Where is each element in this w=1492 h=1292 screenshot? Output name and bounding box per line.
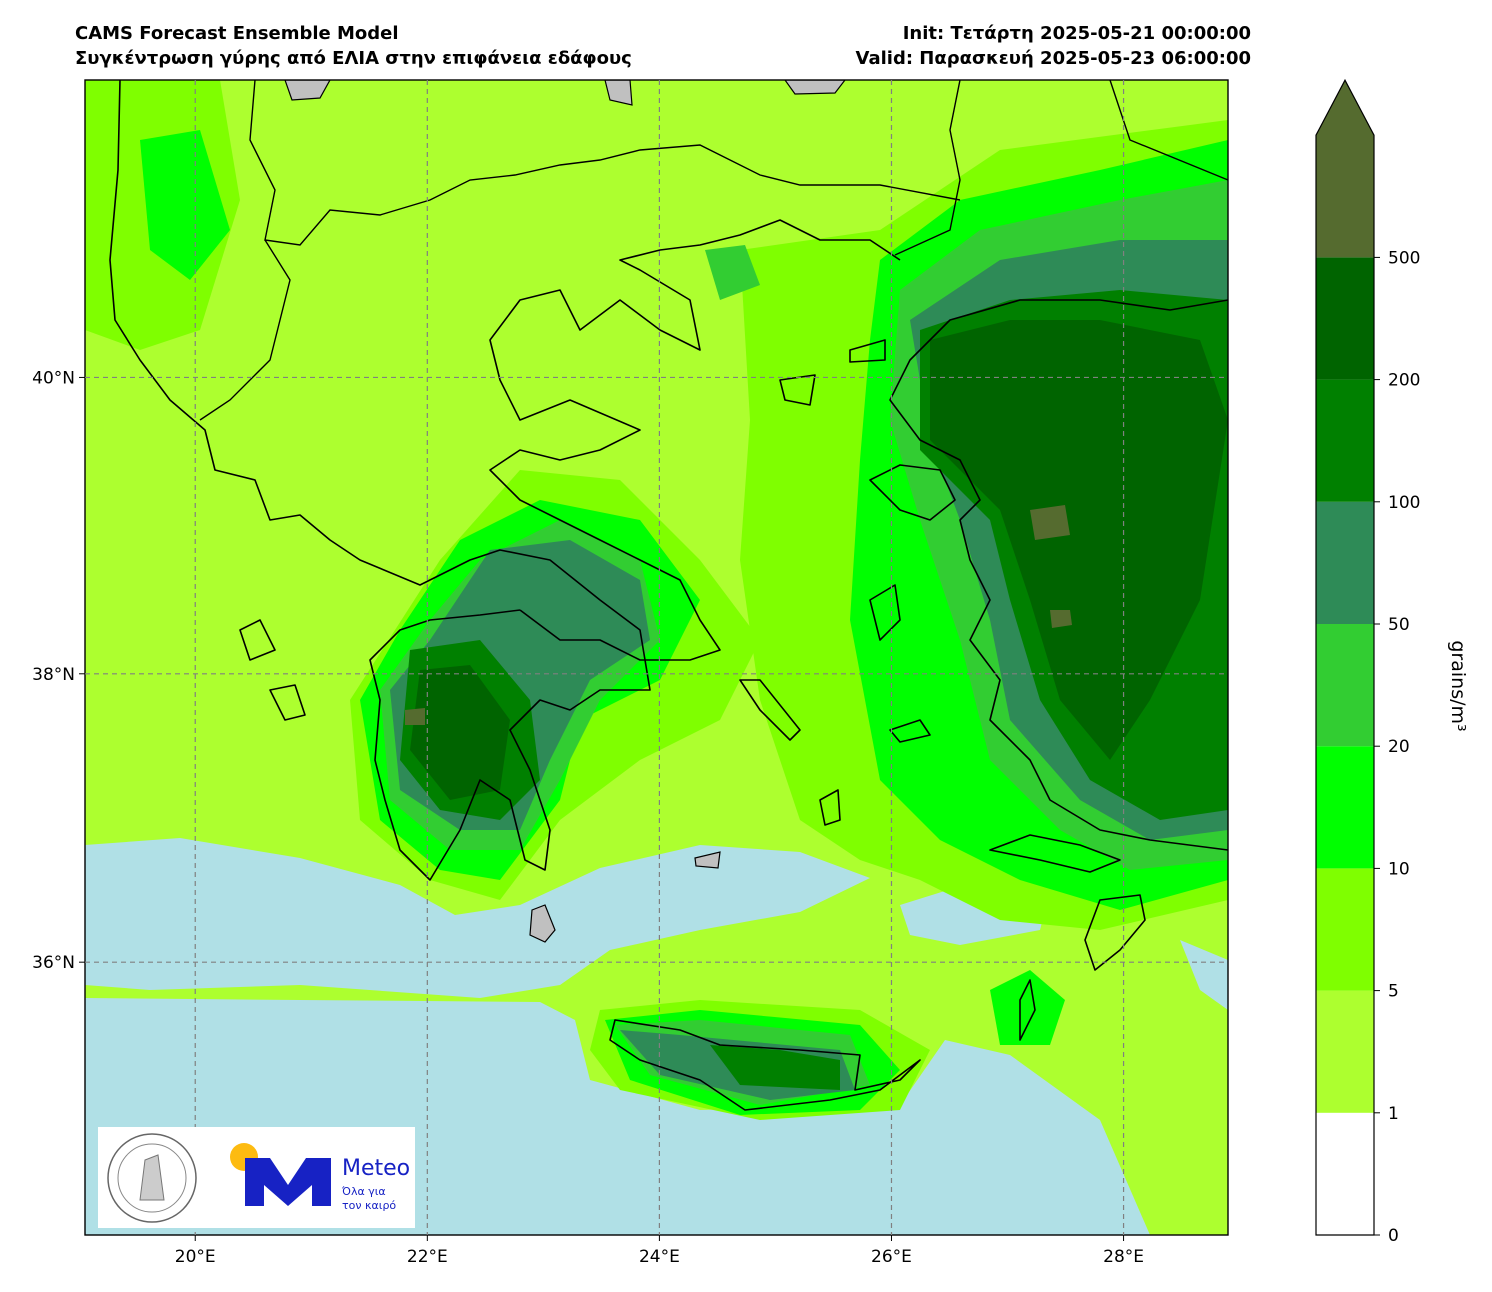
- field-200: [410, 665, 510, 800]
- x-tick-label: 22°E: [407, 1247, 448, 1267]
- colorbar-tick-label: 1: [1388, 1104, 1399, 1124]
- coastline: [609, 1019, 921, 1111]
- colorbar-band: [1316, 746, 1374, 869]
- coastline: [239, 619, 276, 661]
- coastline: [869, 464, 956, 521]
- meteo-m-icon: [245, 1158, 331, 1206]
- colorbar-outline: [1315, 78, 1375, 1236]
- colorbar-label: grains/m³: [1447, 640, 1469, 731]
- x-tick-label: 26°E: [871, 1247, 912, 1267]
- border: [894, 80, 961, 256]
- y-tick-label: 40°N: [32, 368, 75, 388]
- colorbar-band: [1316, 990, 1374, 1113]
- graticule: [79, 80, 1228, 1241]
- observatory-seal-inner: [117, 1143, 187, 1213]
- coastline: [1084, 894, 1146, 971]
- coastline: [489, 219, 901, 661]
- border: [249, 80, 961, 246]
- logo-slogan: τον καιρό: [342, 1199, 396, 1212]
- map-area: [85, 80, 1228, 1235]
- coastline: [1019, 979, 1036, 1041]
- coastline: [819, 789, 841, 826]
- coastline: [109, 80, 651, 881]
- masked-land: [784, 80, 846, 95]
- logo-slogan: Όλα για: [341, 1185, 386, 1198]
- masked-land: [284, 80, 331, 101]
- colorbar-tick-label: 200: [1388, 371, 1420, 391]
- masked-land: [694, 851, 721, 869]
- colorbar: 0 1 5 10 20 50 100 200 500: [1315, 78, 1420, 1246]
- field-10: [990, 970, 1065, 1045]
- coastline: [739, 679, 801, 741]
- x-tick-label: 24°E: [639, 1247, 680, 1267]
- title-right-1: Init: Τετάρτη 2025-05-21 00:00:00: [903, 23, 1251, 44]
- border: [199, 239, 291, 421]
- field-500: [1030, 505, 1070, 540]
- colorbar-band: [1316, 257, 1374, 380]
- masked-land: [604, 80, 633, 106]
- coastline: [869, 584, 901, 641]
- field-10: [140, 130, 230, 280]
- colorbar-tick-label: 20: [1388, 737, 1410, 757]
- colorbar-tick-label: 5: [1388, 982, 1399, 1002]
- colorbar-band: [1316, 501, 1374, 624]
- colorbar-extension: [1316, 80, 1374, 258]
- field-200: [930, 320, 1228, 760]
- coastline: [779, 374, 816, 406]
- field-500: [405, 708, 425, 725]
- colorbar-tick-label: 500: [1388, 248, 1420, 268]
- logo-brand: Meteo: [342, 1156, 410, 1181]
- field-20: [705, 245, 760, 300]
- masked-land: [529, 904, 556, 943]
- x-tick-label: 20°E: [175, 1247, 216, 1267]
- sea: [85, 838, 870, 998]
- seal-figure: [139, 1154, 165, 1201]
- map-frame: [84, 79, 1229, 1236]
- colorbar-tick-label: 50: [1388, 615, 1410, 635]
- coastline: [269, 684, 306, 721]
- y-tick-label: 36°N: [32, 953, 75, 973]
- y-tick-label: 38°N: [32, 665, 75, 685]
- colorbar-tick-label: 100: [1388, 493, 1420, 513]
- coastline: [849, 339, 886, 363]
- logo-box: Meteo Όλα για τον καιρό: [98, 1127, 415, 1228]
- x-tick-label: 28°E: [1103, 1247, 1144, 1267]
- colorbar-tick-label: 10: [1388, 859, 1410, 879]
- sea: [1180, 940, 1228, 1010]
- field-100: [710, 1045, 840, 1090]
- coastline: [889, 719, 931, 743]
- title-left-2: Συγκέντρωση γύρης από ΕΛΙΑ στην επιφάνει…: [75, 48, 632, 69]
- colorbar-band: [1316, 624, 1374, 747]
- colorbar-band: [1316, 1112, 1374, 1235]
- observatory-seal: [107, 1133, 197, 1223]
- coastline: [889, 299, 1228, 851]
- field-500: [1050, 610, 1072, 628]
- title-right-2: Valid: Παρασκευή 2025-05-23 06:00:00: [856, 48, 1251, 69]
- title-left-1: CAMS Forecast Ensemble Model: [75, 23, 399, 44]
- colorbar-band: [1316, 379, 1374, 502]
- border: [1109, 80, 1228, 181]
- colorbar-band: [1316, 868, 1374, 991]
- coastline: [989, 834, 1121, 873]
- colorbar-tick-label: 0: [1388, 1226, 1399, 1246]
